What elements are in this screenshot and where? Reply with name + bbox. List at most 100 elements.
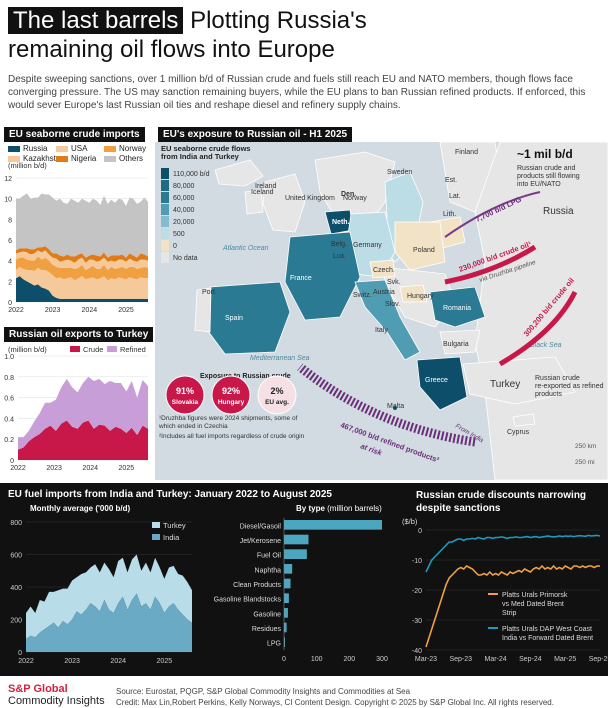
y-tick: 10 xyxy=(4,197,12,204)
text-line: Platts Urals Primorsk xyxy=(502,592,568,599)
europe-map: EU seaborne crude flows from India and Tu… xyxy=(155,142,608,480)
exposure-name: Slovakia xyxy=(172,399,199,406)
label-finland: Finland xyxy=(455,149,478,156)
area-russia xyxy=(16,276,148,302)
x-tick: Mar-25 xyxy=(554,656,576,663)
by-type-chart: Diesel/Gasoil Jet/Kerosene Fuel Oil Naphtha… xyxy=(214,518,388,663)
title-highlight: The last barrels xyxy=(8,7,184,34)
bar-naphtha xyxy=(284,564,293,574)
x-tick: 2022 xyxy=(8,307,24,314)
fuel-imports-chart: 0 200 400 600 800 2022 2023 2024 2025 Turkey India xyxy=(10,520,192,665)
title-line2: remaining oil flows into Europe xyxy=(8,36,335,63)
map-header: EU's exposure to Russian oil - H1 2025 xyxy=(158,127,353,142)
crude-imports-header: EU seaborne crude imports xyxy=(4,127,145,142)
label-russia: Russia xyxy=(543,206,574,217)
iceland-shape xyxy=(214,159,264,187)
y-tick: 600 xyxy=(10,553,22,560)
lede: Despite sweeping sanctions, over 1 milli… xyxy=(8,74,586,111)
text-line: Platts Urals DAP West Coast xyxy=(502,626,592,633)
label-greece: Greece xyxy=(425,377,448,384)
exposure-circles: 91% Slovakia 92% Hungary 2% EU avg. xyxy=(165,375,297,415)
bar-category: Fuel Oil xyxy=(257,553,282,560)
bar-category: Gasoline Blandstocks xyxy=(214,597,282,604)
disc-ylabel: ($/b) xyxy=(402,517,418,526)
bar-category: Gasoline xyxy=(253,611,281,618)
big-value-note: Russian crude and products still flowing i… xyxy=(517,165,580,188)
x-tick: 100 xyxy=(311,656,323,663)
y-tick: 200 xyxy=(10,618,22,625)
legend-value: 40,000 xyxy=(173,207,195,214)
area-turkey xyxy=(26,554,192,639)
area-usa xyxy=(16,266,148,299)
label-belg: Belg. xyxy=(331,241,347,248)
area-nigeria xyxy=(16,246,148,263)
uk-shape xyxy=(262,173,306,233)
sea-labels: Atlantic Ocean Mediterranean Sea Black S… xyxy=(222,245,562,362)
country-labels: Iceland Norway Sweden Finland Est. Lat. … xyxy=(202,149,574,436)
page-title: The last barrels Plotting Russia's remai… xyxy=(8,6,600,64)
label-germany: Germany xyxy=(353,242,382,249)
greece-shape xyxy=(416,356,468,411)
discount-title: Russian crude discounts narrowing despit… xyxy=(416,490,587,514)
exposure-name: Hungary xyxy=(218,399,245,406)
turkey-note: Russian crude re-exported as refined produ… xyxy=(535,375,604,398)
legend-swatch xyxy=(161,168,169,179)
bar-gasoline-blandstocks xyxy=(284,593,289,603)
label-ireland: Ireland xyxy=(255,183,277,190)
turkey-exports-chart: (million b/d) Crude Refined 0 0.2 0.4 0.6 0.8 1.… xyxy=(4,345,148,472)
bar-category: Naphtha xyxy=(255,567,282,574)
spain-shape xyxy=(204,281,291,355)
y-tick: 2 xyxy=(8,279,12,286)
x-tick: 2024 xyxy=(82,465,98,472)
x-tick: 2022 xyxy=(18,658,34,665)
label-lux: Lux. xyxy=(333,253,346,260)
legend-value: 60,000 xyxy=(173,195,195,202)
area-refined xyxy=(18,376,148,450)
by-type-label: By type xyxy=(296,504,325,513)
x-tick: 2025 xyxy=(157,658,173,665)
text-line: from India and Turkey xyxy=(161,152,240,161)
x-tick: 2025 xyxy=(119,465,135,472)
legend-item-kazakhstan: Kazakhstan xyxy=(8,154,65,164)
bar-diesel-gasoil xyxy=(284,520,382,530)
legend-value: 0 xyxy=(173,243,177,250)
logo-line1: S&P Global xyxy=(8,683,68,695)
czech-shape xyxy=(369,259,396,279)
exposure-value: 92% xyxy=(222,386,240,396)
x-tick: Sep-23 xyxy=(450,656,473,663)
druzhba-arrow xyxy=(444,244,537,285)
x-tick: 2023 xyxy=(64,658,80,665)
legend-india-label: India xyxy=(163,533,180,542)
source-line: Source: Eurostat, PQGP, S&P Global Commo… xyxy=(116,687,411,696)
y-tick: -10 xyxy=(412,558,422,565)
romania-shape xyxy=(429,286,486,328)
brand-logo: S&P Global Commodity Insights xyxy=(8,683,105,707)
legend-refined-swatch xyxy=(107,346,117,352)
crude-legend: Russia USA Norway Kazakhstan Nigeria Others xyxy=(8,144,158,164)
legend-item-others: Others xyxy=(104,154,152,164)
label-malta: Malta xyxy=(387,403,404,410)
hungary-shape xyxy=(399,284,428,303)
x-tick: Sep-24 xyxy=(519,656,542,663)
x-tick: 2024 xyxy=(110,658,126,665)
text-line: EU seaborne crude flows xyxy=(161,144,251,153)
label-lat: Lat. xyxy=(449,193,461,200)
big-value: ~1 mil b/d xyxy=(517,147,573,161)
map-legend: 110,000 b/d 80,000 60,000 40,000 20,000 500 0 N… xyxy=(161,168,210,263)
legend-primorsk-label: Platts Urals Primorsk vs Med Dated Brent S… xyxy=(502,592,568,617)
legend-item-nigeria: Nigeria xyxy=(56,154,104,164)
label-switz: Switz. xyxy=(353,292,372,299)
legend-label: Russia xyxy=(23,144,48,153)
area-crude xyxy=(18,420,148,460)
label-port: Port. xyxy=(202,289,217,296)
y-tick: 0 xyxy=(8,300,12,307)
text-line: Russian crude xyxy=(535,375,580,382)
x-tick: Mar-23 xyxy=(415,656,437,663)
label-italy: Italy xyxy=(375,327,388,334)
y-tick: 6 xyxy=(8,238,12,245)
label-lith: Lith. xyxy=(443,211,456,218)
label-czech: Czech. xyxy=(373,267,395,274)
map-legend-title: EU seaborne crude flows from India and Tu… xyxy=(161,144,251,161)
logo-line2: Commodity Insights xyxy=(8,695,105,707)
